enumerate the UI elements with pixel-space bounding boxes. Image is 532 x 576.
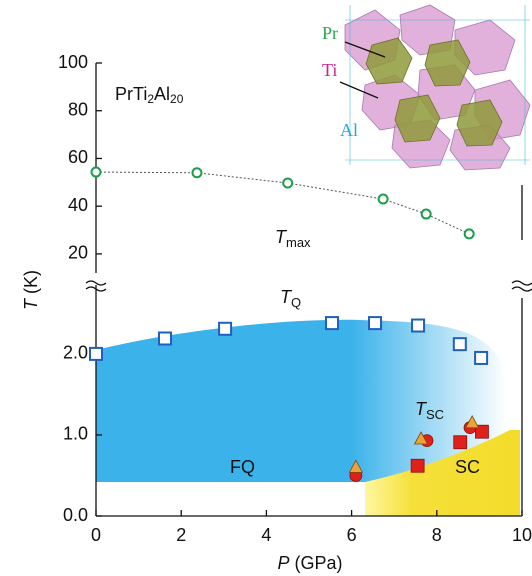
marker: [192, 168, 201, 177]
marker: [219, 323, 231, 335]
marker: [465, 229, 474, 238]
fq-region: [96, 320, 507, 482]
marker: [159, 332, 171, 344]
marker: [283, 179, 292, 188]
axis-break: [512, 281, 532, 291]
annotation: TQ: [280, 287, 301, 311]
x-axis-label: P (GPa): [277, 553, 342, 573]
marker: [92, 168, 101, 177]
crystal-inset: Pr Ti Al: [322, 0, 532, 170]
y-tick-label: 80: [68, 99, 88, 119]
marker: [412, 320, 424, 332]
y-tick-label: 1.0: [63, 424, 88, 444]
inset-label: Al: [340, 120, 358, 140]
marker: [454, 436, 467, 449]
compound-label: PrTi2Al20: [115, 84, 184, 106]
y-tick-label: 40: [68, 195, 88, 215]
x-tick-label: 0: [91, 525, 101, 545]
annotation: Tmax: [275, 227, 311, 251]
x-tick-label: 2: [176, 525, 186, 545]
marker: [90, 348, 102, 360]
y-axis-label: T (K): [21, 270, 41, 310]
marker: [475, 352, 487, 364]
marker: [422, 210, 431, 219]
marker: [379, 195, 388, 204]
marker: [326, 317, 338, 329]
x-tick-label: 8: [432, 525, 442, 545]
region-label: FQ: [230, 457, 255, 477]
y-tick-label: 100: [58, 52, 88, 72]
chart: Pr Ti Al PrTi2Al20 Tmax TQ TSC FQ SC P (…: [0, 0, 532, 576]
y-tick-label: 0.0: [63, 505, 88, 525]
inset-label: Ti: [322, 60, 337, 80]
y-tick-label: 2.0: [63, 343, 88, 363]
y-tick-label: 60: [68, 147, 88, 167]
y-tick-label: 20: [68, 243, 88, 263]
region-label: SC: [455, 457, 480, 477]
marker: [369, 317, 381, 329]
x-tick-label: 4: [261, 525, 271, 545]
x-tick-label: 6: [347, 525, 357, 545]
inset-label: Pr: [322, 23, 338, 43]
marker: [411, 459, 424, 472]
x-tick-label: 10: [512, 525, 532, 545]
marker: [454, 338, 466, 350]
